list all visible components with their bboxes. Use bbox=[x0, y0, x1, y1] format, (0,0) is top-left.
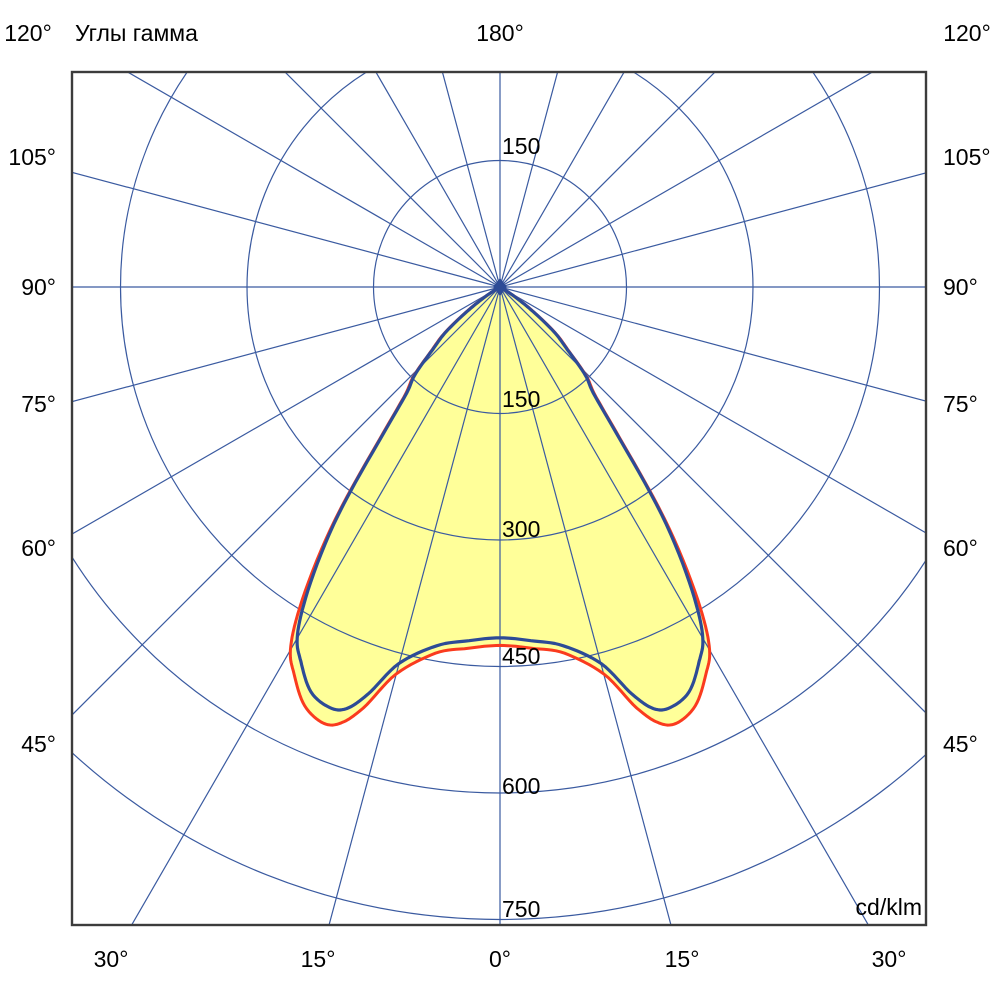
grid-ray-225 bbox=[72, 286, 501, 716]
grid-ray-150 bbox=[499, 286, 870, 925]
grid-ray-135 bbox=[499, 286, 926, 714]
gamma-angle-label-top-left-120: 120° bbox=[4, 20, 52, 46]
gamma-angle-label-left-60: 60° bbox=[21, 535, 56, 561]
unit-label: cd/klm bbox=[855, 894, 922, 920]
gamma-angle-label-right-90: 90° bbox=[943, 274, 978, 300]
grid-ray-60 bbox=[499, 72, 874, 288]
grid-ray-45 bbox=[499, 72, 716, 288]
grid-ray-210 bbox=[130, 286, 501, 925]
grid-ray-315 bbox=[284, 72, 501, 288]
ring-value-label-300: 300 bbox=[502, 516, 541, 542]
gamma-angle-label-right-105: 105° bbox=[943, 144, 991, 170]
ring-value-label-600: 600 bbox=[502, 773, 541, 799]
ring-value-label-450: 450 bbox=[502, 643, 541, 669]
grid-ray-240 bbox=[72, 286, 501, 535]
chart-title: Углы гамма bbox=[75, 20, 198, 46]
gamma-angle-label-left-90: 90° bbox=[21, 274, 56, 300]
gamma-angle-label-bottom-right-15: 15° bbox=[664, 946, 700, 972]
ring-value-label-150-upper: 150 bbox=[502, 133, 541, 159]
grid-ray-165 bbox=[499, 286, 672, 925]
gamma-angle-label-left-105: 105° bbox=[8, 144, 56, 170]
grid-ray-120 bbox=[499, 286, 926, 534]
gamma-angle-label-top-180: 180° bbox=[476, 20, 524, 46]
gamma-angle-label-left-75: 75° bbox=[21, 391, 56, 417]
gamma-angle-label-top-right-120: 120° bbox=[943, 20, 991, 46]
chart-frame bbox=[70, 70, 928, 927]
gamma-angle-label-right-75: 75° bbox=[943, 391, 978, 417]
grid-ray-255 bbox=[72, 286, 501, 403]
gamma-angle-label-bottom-left-15: 15° bbox=[300, 946, 336, 972]
ring-value-label-150-lower: 150 bbox=[502, 386, 541, 412]
grid-ray-75 bbox=[499, 172, 926, 288]
curve-c90-c270 bbox=[295, 285, 705, 712]
grid-ray-285 bbox=[72, 171, 501, 288]
gamma-angle-label-bottom-left-30: 30° bbox=[93, 946, 129, 972]
gamma-angle-label-right-60: 60° bbox=[943, 535, 978, 561]
pole-marker bbox=[493, 278, 507, 296]
gamma-angle-label-bottom-0: 0° bbox=[489, 946, 511, 972]
gamma-angle-label-left-45: 45° bbox=[21, 731, 56, 757]
gamma-angle-label-bottom-right-30: 30° bbox=[871, 946, 907, 972]
gamma-angle-label-right-45: 45° bbox=[943, 731, 978, 757]
ring-value-label-750: 750 bbox=[502, 896, 541, 922]
grid-ray-195 bbox=[328, 286, 501, 925]
grid-ray-15 bbox=[499, 72, 559, 288]
grid-ray-105 bbox=[499, 286, 926, 402]
grid-ray-300 bbox=[126, 72, 501, 288]
